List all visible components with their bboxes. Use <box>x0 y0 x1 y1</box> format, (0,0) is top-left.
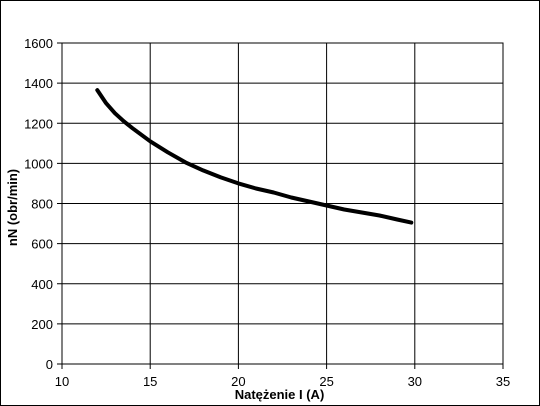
y-tick-label: 1600 <box>24 36 53 51</box>
y-axis-ticks: 0 200 400 600 800 1000 1200 1400 1600 <box>24 36 53 372</box>
data-point <box>272 190 276 194</box>
data-point <box>254 186 258 190</box>
data-point <box>325 204 329 208</box>
grid <box>57 42 504 369</box>
y-tick-label: 600 <box>31 237 53 252</box>
data-point <box>201 168 205 172</box>
data-point <box>148 139 152 143</box>
data-point <box>166 150 170 154</box>
data-point <box>219 175 223 179</box>
y-tick-label: 0 <box>46 357 53 372</box>
data-point <box>289 195 293 199</box>
y-tick-label: 200 <box>31 317 53 332</box>
x-tick-label: 35 <box>496 374 510 389</box>
x-tick-label: 15 <box>143 374 157 389</box>
y-tick-label: 1000 <box>24 156 53 171</box>
data-point <box>360 211 364 215</box>
data-point <box>122 119 126 123</box>
data-point <box>113 111 117 115</box>
data-point <box>307 199 311 203</box>
data-point <box>378 214 382 218</box>
series-line <box>95 88 414 225</box>
x-axis-label: Natężenie I (A) <box>235 387 325 402</box>
data-point <box>131 126 135 130</box>
y-tick-label: 1400 <box>24 76 53 91</box>
plot-area <box>61 42 504 365</box>
data-point <box>104 101 108 105</box>
y-tick-label: 800 <box>31 197 53 212</box>
x-tick-label: 20 <box>231 374 245 389</box>
x-axis-ticks: 10 15 20 25 30 35 <box>55 374 510 389</box>
x-tick-label: 30 <box>408 374 422 389</box>
y-axis-label: nN (obr/min) <box>5 169 20 246</box>
data-point <box>95 88 99 92</box>
x-tick-label: 10 <box>55 374 69 389</box>
data-point <box>183 160 187 164</box>
data-point <box>395 218 399 222</box>
x-tick-label: 25 <box>319 374 333 389</box>
y-tick-label: 400 <box>31 277 53 292</box>
series-group <box>95 88 414 225</box>
data-point <box>342 208 346 212</box>
data-point <box>236 181 240 185</box>
data-point <box>409 221 413 225</box>
y-tick-label: 1200 <box>24 116 53 131</box>
